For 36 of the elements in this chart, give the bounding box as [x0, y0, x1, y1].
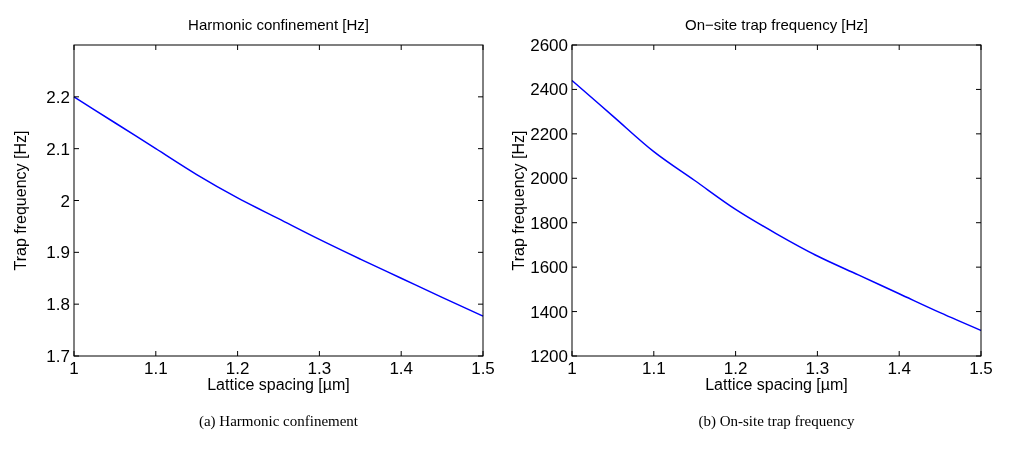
chart-title: Harmonic confinement [Hz] [188, 16, 369, 33]
y-tick-label: 2.1 [46, 139, 70, 159]
x-tick-label: 1.2 [723, 359, 748, 378]
y-tick-label: 2 [60, 191, 70, 211]
y-tick-label: 1200 [530, 347, 568, 366]
x-tick-label: 1.3 [805, 359, 830, 378]
text: (a) Harmonic confinement [198, 413, 359, 430]
x-tick-label: 1.3 [307, 359, 332, 378]
chart-title: On−site trap frequency [Hz] [684, 16, 869, 33]
x-tick-label: 1.1 [641, 359, 666, 378]
x-axis-title: Lattice spacing [µm] [207, 376, 350, 393]
y-tick-label: 2400 [530, 80, 568, 100]
y-tick-label: 2000 [530, 169, 568, 189]
y-tick-label: 1600 [530, 258, 568, 278]
y-tick-label: 2200 [530, 124, 568, 144]
x-tick-label: 1.1 [143, 359, 168, 378]
x-tick-label: 1.4 [887, 359, 912, 378]
x-tick-label: 1.5 [471, 359, 495, 378]
x-tick-label: 1 [567, 359, 577, 378]
y-tick-label: 1400 [530, 302, 568, 322]
y-tick-label: 1800 [530, 213, 568, 233]
x-tick-label: 1.4 [389, 359, 414, 378]
y-axis-title: Trap frequency [Hz] [510, 130, 527, 271]
x-axis-title: Lattice spacing [µm] [705, 376, 848, 393]
x-tick-label: 1.2 [225, 359, 250, 378]
x-tick-label: 1 [69, 359, 79, 378]
line-series [571, 79, 982, 332]
text: (b) On-site trap frequency [698, 413, 856, 430]
y-tick-label: 1.9 [46, 243, 70, 263]
y-axis-title: Trap frequency [Hz] [12, 130, 29, 271]
y-tick-label: 2.2 [46, 87, 70, 107]
line-series [73, 96, 484, 317]
y-tick-label: 1.7 [46, 347, 70, 366]
y-tick-label: 1.8 [46, 295, 70, 315]
y-tick-label: 2600 [530, 36, 568, 55]
x-tick-label: 1.5 [969, 359, 993, 378]
